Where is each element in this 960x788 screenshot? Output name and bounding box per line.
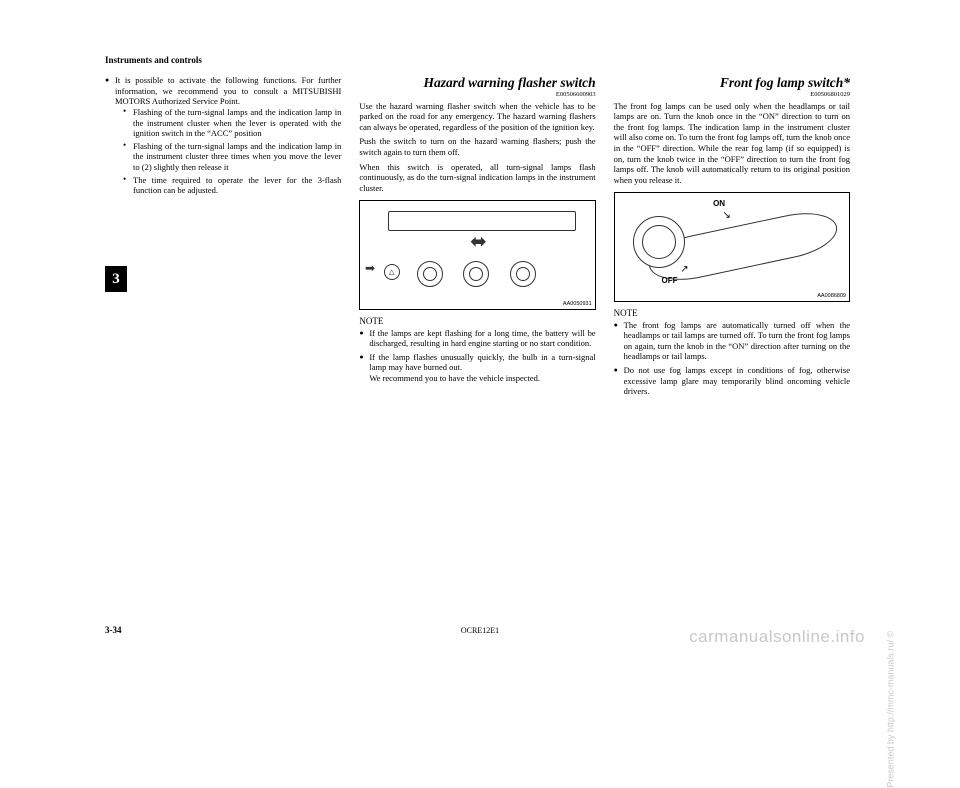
arrow-icon: ↗ <box>680 264 688 275</box>
paragraph: The front fog lamps can be used only whe… <box>614 101 850 186</box>
hazard-title: Hazard warning flasher switch <box>359 75 595 91</box>
content-columns: It is possible to activate the following… <box>105 75 850 400</box>
paragraph: Push the switch to turn on the hazard wa… <box>359 136 595 157</box>
e-number: E00506801029 <box>614 92 850 99</box>
on-label: ON <box>713 199 725 208</box>
dial-icon <box>417 261 443 287</box>
dial-icon <box>510 261 536 287</box>
fog-title: Front fog lamp switch* <box>614 75 850 91</box>
column-1: It is possible to activate the following… <box>105 75 341 400</box>
dial-icon <box>463 261 489 287</box>
note-item: If the lamp flashes unusually quickly, t… <box>359 352 595 384</box>
note-text: If the lamp flashes unusually quickly, t… <box>369 352 595 373</box>
pointer-arrow-icon: ➡ <box>365 261 375 276</box>
note-item: Do not use fog lamps except in condition… <box>614 365 850 397</box>
arrow-icon: ↘ <box>722 210 730 221</box>
note-text: We recommend you to have the vehicle ins… <box>369 373 540 383</box>
section-header: Instruments and controls <box>105 55 850 65</box>
watermark: carmanualsonline.info <box>689 627 865 647</box>
doc-ref: OCRE12E1 <box>461 626 499 635</box>
sub-bullet: The time required to operate the lever f… <box>115 175 341 196</box>
column-3: Front fog lamp switch* E00506801029 The … <box>614 75 850 400</box>
sub-bullet: Flashing of the turn-signal lamps and th… <box>115 107 341 139</box>
paragraph: When this switch is operated, all turn-s… <box>359 162 595 194</box>
page-number: 3-34 <box>105 625 122 635</box>
bullet-item: It is possible to activate the following… <box>105 75 341 196</box>
illustration-ref: AA0086809 <box>817 293 846 299</box>
note-heading: NOTE <box>614 308 850 318</box>
fog-illustration: ON OFF ↘ ↗ AA0086809 <box>614 192 850 302</box>
side-credit: Presented by http://mmc-manuals.ru/ © <box>886 631 896 788</box>
paragraph: Use the hazard warning flasher switch wh… <box>359 101 595 133</box>
note-heading: NOTE <box>359 316 595 326</box>
bullet-text: It is possible to activate the following… <box>115 75 341 106</box>
note-item: The front fog lamps are automatically tu… <box>614 320 850 363</box>
page: Instruments and controls It is possible … <box>0 0 960 679</box>
illustration-ref: AA0050931 <box>563 301 592 307</box>
chapter-tab: 3 <box>105 266 127 292</box>
hazard-illustration: ⬌ ➡ △ AA0050931 <box>359 200 595 310</box>
note-item: If the lamps are kept flashing for a lon… <box>359 328 595 349</box>
sub-bullet: Flashing of the turn-signal lamps and th… <box>115 141 341 173</box>
column-2: Hazard warning flasher switch E005066009… <box>359 75 595 400</box>
off-label: OFF <box>662 276 678 285</box>
turn-signal-icon: ⬌ <box>470 229 485 254</box>
hazard-button-icon: △ <box>384 264 400 280</box>
e-number: E00506600903 <box>359 92 595 99</box>
